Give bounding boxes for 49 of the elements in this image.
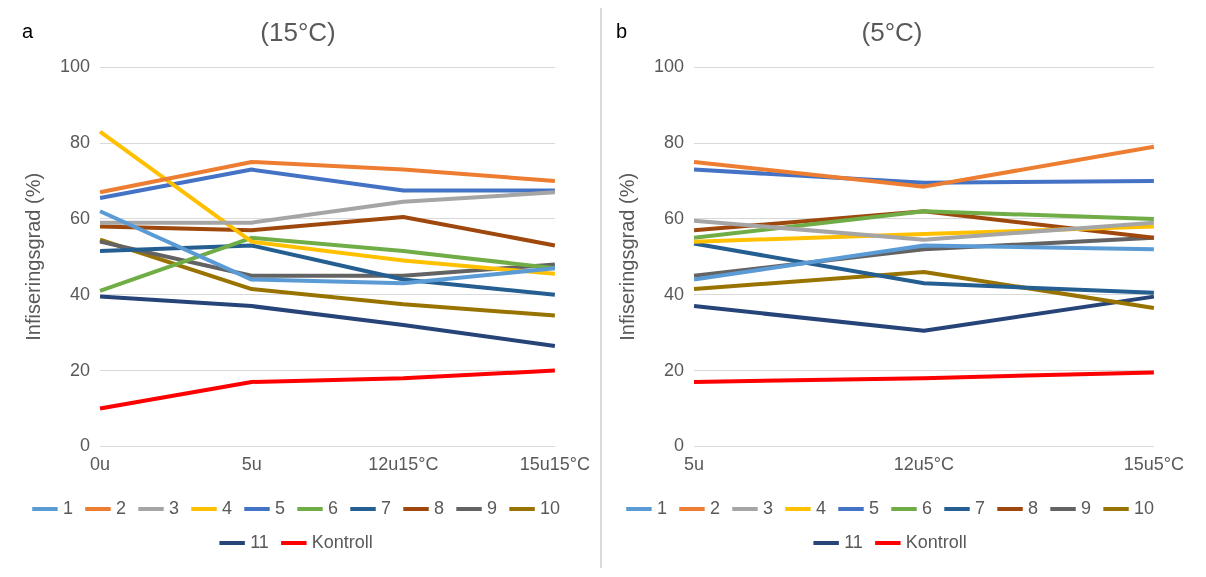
legend-label: 1 xyxy=(62,497,73,518)
legend-label: Kontroll xyxy=(905,531,967,552)
text: b xyxy=(616,19,628,42)
legend-label: 11 xyxy=(844,531,863,552)
x-tick-label: 15u15°C xyxy=(519,454,591,475)
legend-label: 7 xyxy=(975,497,986,518)
legend-label: 5 xyxy=(868,497,879,518)
x-tick-label: 12u5°C xyxy=(893,454,955,475)
legend-label: 3 xyxy=(762,497,773,518)
legend-label: 11 xyxy=(250,531,269,552)
legend-label: 2 xyxy=(115,497,126,518)
y-tick-label: 80 xyxy=(664,132,685,153)
y-tick-label: 40 xyxy=(70,283,91,304)
x-tick-label: 5u xyxy=(241,454,262,475)
y-tick-label: 0 xyxy=(80,435,91,456)
legend-label: 3 xyxy=(168,497,179,518)
legend-label: 9 xyxy=(1081,497,1092,518)
y-axis-title: Infiseringsgrad (%) xyxy=(21,172,44,341)
legend-label: 2 xyxy=(709,497,720,518)
legend-label: Kontroll xyxy=(311,531,373,552)
legend-label: 5 xyxy=(274,497,285,518)
y-tick-label: 60 xyxy=(664,207,685,228)
legend-label: 10 xyxy=(1134,497,1155,518)
x-tick-label: 0u xyxy=(90,454,111,475)
legend-label: 6 xyxy=(327,497,339,518)
text: a xyxy=(22,19,34,42)
x-tick-label: 12u15°C xyxy=(368,454,439,475)
y-tick-label: 20 xyxy=(664,359,685,380)
y-tick-label: 80 xyxy=(70,132,91,153)
legend-label: 7 xyxy=(381,497,392,518)
x-tick-label: 5u xyxy=(684,454,705,475)
y-tick-label: 40 xyxy=(664,283,685,304)
y-tick-label: 20 xyxy=(70,359,91,380)
legend-label: 10 xyxy=(540,497,561,518)
x-tick-label: 15u5°C xyxy=(1123,454,1184,475)
y-tick-label: 100 xyxy=(59,56,91,77)
legend-label: 6 xyxy=(921,497,933,518)
y-axis-title: Infiseringsgrad (%) xyxy=(615,172,638,341)
chart-title: (15°C) xyxy=(260,16,336,47)
y-tick-label: 0 xyxy=(674,435,685,456)
y-tick-label: 60 xyxy=(70,207,91,228)
legend-label: 4 xyxy=(221,497,232,518)
legend-label: 8 xyxy=(1028,497,1039,518)
legend-label: 8 xyxy=(434,497,445,518)
legend-label: 4 xyxy=(815,497,826,518)
chart-title: (5°C) xyxy=(861,16,923,47)
y-tick-label: 100 xyxy=(653,56,685,77)
legend-label: 1 xyxy=(656,497,667,518)
legend-label: 9 xyxy=(487,497,498,518)
